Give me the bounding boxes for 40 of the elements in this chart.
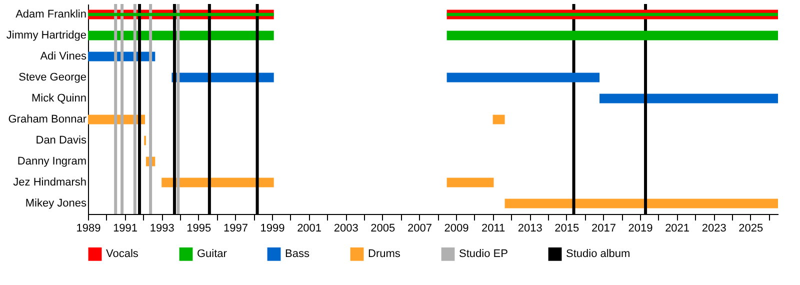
y-tick-label: Steve George — [18, 72, 86, 84]
y-tick-label: Jimmy Hartridge — [6, 30, 86, 42]
legend-label: Studio album — [566, 248, 630, 260]
x-tick-label: 2009 — [444, 222, 469, 234]
bar — [600, 94, 778, 104]
x-tick-label: 2023 — [702, 222, 726, 234]
x-tick-label: 2021 — [665, 222, 690, 234]
x-tick-label: 1997 — [223, 222, 248, 234]
y-tick-label: Mick Quinn — [31, 92, 86, 104]
legend-label: Bass — [285, 248, 310, 260]
bar — [446, 72, 600, 82]
x-tick-label: 2003 — [334, 222, 358, 234]
legend-label: Drums — [368, 248, 401, 260]
y-tick-label: Dan Davis — [36, 134, 87, 146]
y-tick-label: Graham Bonnar — [8, 114, 87, 126]
x-tick-label: 2011 — [481, 222, 506, 234]
y-tick-label: Mikey Jones — [25, 198, 87, 210]
x-tick-label: 1999 — [260, 222, 285, 234]
bar — [492, 114, 505, 124]
x-tick-label: 2001 — [297, 222, 322, 234]
legend-label: Guitar — [197, 248, 228, 260]
y-tick-label: Danny Ingram — [17, 156, 86, 168]
x-tick-label: 2005 — [370, 222, 396, 234]
y-tick-label: Jez Hindmarsh — [13, 176, 86, 188]
x-tick-label: 1991 — [113, 222, 138, 234]
x-tick-label: 1993 — [150, 222, 174, 234]
legend-label: Studio EP — [459, 248, 508, 260]
y-tick-label: Adi Vines — [40, 50, 87, 62]
x-tick-label: 2013 — [518, 222, 542, 234]
x-tick-label: 2007 — [407, 222, 432, 234]
bar — [446, 178, 494, 188]
x-tick-label: 2019 — [628, 222, 653, 234]
x-tick-label: 2015 — [554, 222, 580, 234]
y-tick-label: Adam Franklin — [16, 8, 86, 20]
x-tick-label: 2025 — [738, 222, 764, 234]
x-tick-label: 2017 — [591, 222, 616, 234]
x-tick-label: 1989 — [76, 222, 101, 234]
legend-label: Vocals — [106, 248, 139, 260]
bar — [504, 198, 778, 208]
x-tick-label: 1995 — [186, 222, 212, 234]
